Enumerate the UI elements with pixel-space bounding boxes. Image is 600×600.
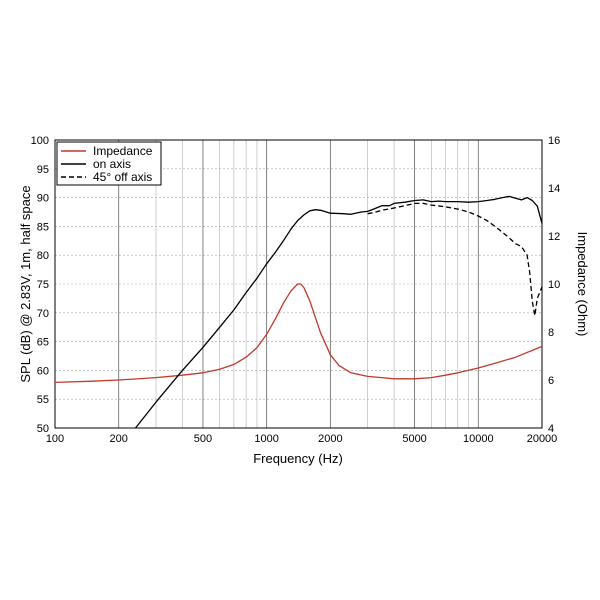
y-axis-left-title: SPL (dB) @ 2.83V, 1m, half space	[18, 185, 33, 382]
plot-frame	[54, 139, 543, 429]
x-tick-label: 5000	[402, 433, 426, 445]
y-left-tick-label: 70	[37, 308, 49, 320]
grid	[55, 139, 542, 429]
legend-label-off-axis: 45° off axis	[93, 170, 152, 184]
y-left-tick-label: 100	[31, 135, 49, 147]
y-axis-right-title: Impedance (Ohm)	[575, 232, 590, 337]
y-left-tick-label: 85	[37, 221, 49, 233]
y-left-tick-label: 65	[37, 337, 49, 349]
legend: Impedance on axis 45° off axis	[56, 141, 162, 186]
x-tick-label: 2000	[318, 433, 342, 445]
y-right-tick-label: 14	[548, 183, 560, 195]
y-right-tick-label: 16	[548, 135, 560, 147]
x-tick-label: 20000	[527, 433, 558, 445]
series-lines	[54, 195, 543, 429]
y-right-tick-label: 8	[548, 327, 554, 339]
x-tick-label: 200	[110, 433, 128, 445]
series-line-impedance	[54, 283, 543, 384]
x-tick-label: 500	[194, 433, 212, 445]
y-left-tick-label: 55	[37, 394, 49, 406]
y-left-tick-label: 90	[37, 193, 49, 205]
y-right-tick-label: 10	[548, 279, 560, 291]
x-tick-label: 100	[46, 433, 64, 445]
legend-label-impedance: Impedance	[93, 144, 153, 158]
series-line-on-axis	[134, 195, 543, 429]
y-left-tick-label: 60	[37, 365, 49, 377]
tick-labels: 100 200 500 1000 2000 5000 10000 20000 50 55 60 65 7…	[31, 135, 561, 445]
series-line-45-off-axis	[367, 202, 543, 317]
y-right-tick-label: 4	[548, 423, 554, 435]
x-axis-title: Frequency (Hz)	[253, 451, 343, 466]
y-right-tick-label: 6	[548, 375, 554, 387]
y-left-tick-label: 95	[37, 164, 49, 176]
y-left-tick-label: 80	[37, 250, 49, 262]
y-right-tick-label: 12	[548, 231, 560, 243]
y-left-tick-label: 50	[37, 423, 49, 435]
legend-label-on-axis: on axis	[93, 157, 131, 171]
x-tick-label: 10000	[463, 433, 494, 445]
x-tick-label: 1000	[254, 433, 278, 445]
y-left-tick-label: 75	[37, 279, 49, 291]
